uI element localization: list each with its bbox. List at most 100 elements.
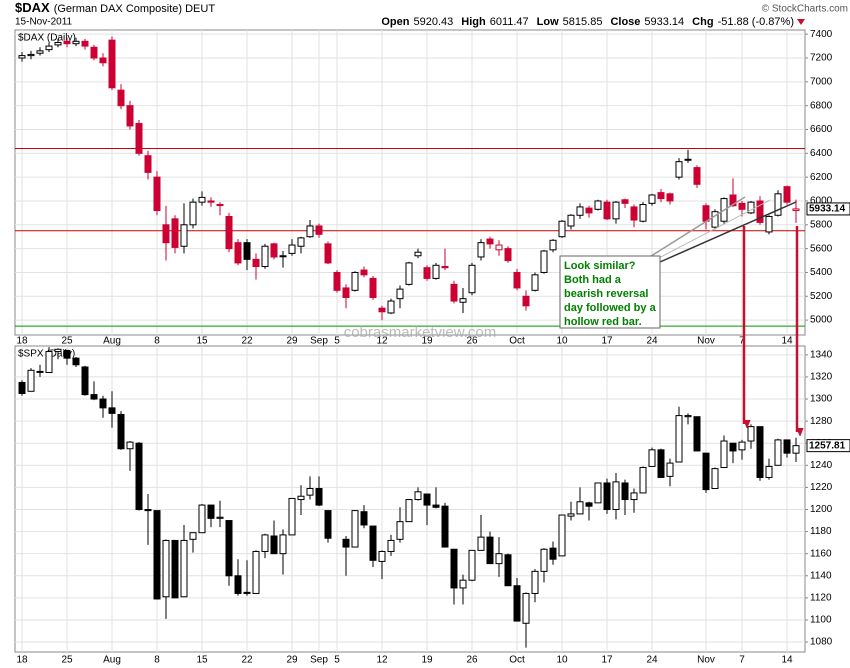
candle-body [342, 287, 350, 298]
candle-body [459, 298, 467, 303]
candle-body [180, 224, 188, 247]
candle-body [495, 553, 503, 565]
candle-body [414, 251, 422, 257]
plot-area [14, 345, 806, 653]
y-tick-label: 6200 [810, 172, 833, 183]
x-tick-label: Sep [310, 336, 328, 347]
candle-body [351, 510, 359, 548]
candle-body [729, 194, 737, 207]
candle-body [657, 192, 665, 200]
y-tick-label: 1140 [810, 570, 832, 581]
candle-body [18, 381, 26, 395]
candle-body [441, 505, 449, 548]
candle-body [405, 262, 413, 285]
y-tick-label: 1160 [810, 548, 832, 559]
x-tick-label: Aug [103, 336, 121, 347]
x-tick-label: 25 [61, 655, 73, 666]
x-tick-label: 19 [421, 336, 433, 347]
candle-body [585, 207, 593, 214]
quote-label: Low [537, 16, 559, 28]
y-tick-label: 1280 [810, 416, 833, 427]
candle-body [585, 502, 593, 507]
candle-body [342, 538, 350, 548]
candle-body [675, 161, 683, 178]
candle-body [648, 449, 656, 467]
candle-body [387, 539, 395, 552]
candle-body [189, 201, 197, 226]
candle-body [423, 493, 431, 506]
candle-body [693, 416, 701, 452]
x-tick-label: 5 [334, 655, 340, 666]
candle-body [135, 123, 143, 154]
candle-body [387, 300, 395, 314]
candle-body [207, 504, 215, 519]
candle-body [684, 158, 692, 161]
x-tick-label: 24 [646, 336, 658, 347]
candle-body [171, 218, 179, 248]
candle-body [549, 239, 557, 251]
y-tick-label: 1240 [810, 460, 833, 471]
candle-body [36, 370, 44, 373]
last-value-box [806, 202, 850, 216]
panel: 5000 5200 5400 5600 5800 6000 6200 6400 6600 6800… [14, 29, 850, 347]
candle-body [450, 283, 458, 302]
candle-body [756, 426, 764, 478]
candle-body [486, 238, 494, 245]
candle-body [774, 439, 782, 466]
y-tick-label: 1340 [810, 349, 833, 360]
candle-body [324, 243, 332, 264]
candle-body [765, 465, 773, 478]
candle-body [747, 201, 755, 214]
candle-body [423, 267, 431, 279]
candle-body [612, 201, 620, 220]
candle-body [702, 205, 710, 222]
quote-label: Close [610, 16, 640, 28]
quote-line: Open 5920.43 High 6011.47 Low 5815.85 Close 593… [381, 16, 794, 28]
candle-body [549, 547, 557, 560]
x-tick-label: Aug [103, 655, 121, 666]
candle-body [792, 445, 800, 454]
pointer [654, 199, 771, 261]
candle-body [198, 196, 206, 203]
candle-body [243, 591, 251, 594]
candle-body [396, 288, 404, 300]
candle-body [666, 462, 674, 477]
annotation-line: bearish reversal [564, 288, 648, 300]
candle-body [495, 244, 503, 251]
candle-body [567, 513, 575, 517]
annotation-text: Look similar? Both had a bearish reversal d… [564, 260, 657, 328]
x-tick-label: 25 [61, 336, 73, 347]
candle-body [252, 550, 260, 594]
x-tick-label: 26 [466, 336, 478, 347]
y-tick-label: 1200 [810, 504, 833, 515]
quote-label: Chg [692, 16, 713, 28]
candle-body [702, 452, 710, 491]
candle-body [657, 449, 665, 478]
candle-body [279, 534, 287, 555]
last-value-label: 1257.81 [809, 440, 846, 451]
y-tick-label: 5800 [810, 219, 833, 230]
x-tick-label: 15 [196, 655, 208, 666]
x-tick-label: Nov [697, 336, 715, 347]
x-tick-label: 10 [556, 336, 568, 347]
candle-body [639, 467, 647, 494]
x-tick-label: 14 [781, 336, 793, 347]
x-tick-label: 22 [241, 655, 253, 666]
x-tick-label: 29 [286, 336, 298, 347]
candle-body [225, 215, 233, 250]
candle-body [162, 224, 170, 244]
annotation-line: Look similar? [564, 260, 636, 272]
candle-body [63, 40, 71, 45]
candle-body [144, 155, 152, 173]
candle-body [513, 271, 521, 289]
candle-body [477, 536, 485, 551]
candle-body [171, 539, 179, 599]
y-tick-label: 6000 [810, 196, 833, 207]
candle-body [108, 407, 116, 414]
candle-body [18, 55, 26, 59]
candle-body [72, 357, 80, 366]
candle-body [738, 202, 746, 210]
x-tick-label: Sep [310, 655, 328, 666]
candle-body [783, 439, 791, 454]
annotation-line: hollow red bar. [564, 316, 642, 328]
